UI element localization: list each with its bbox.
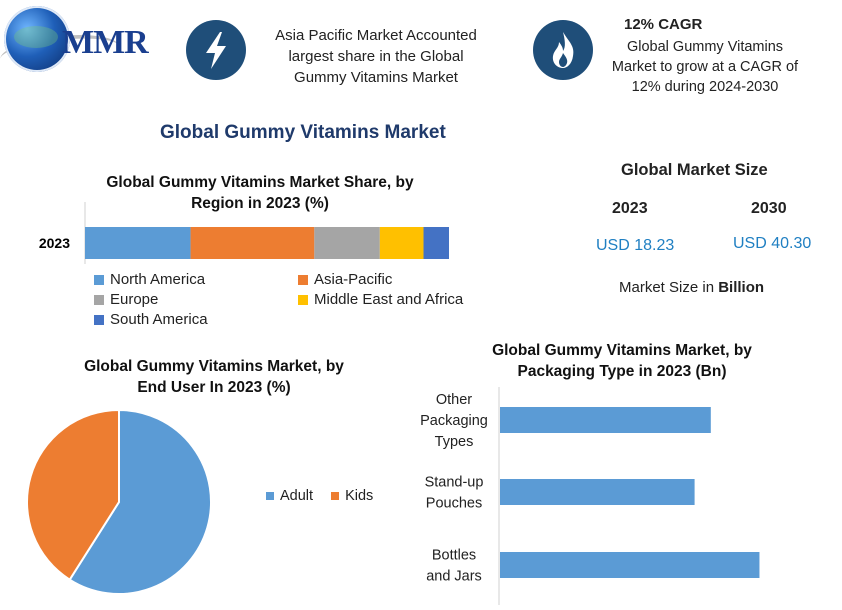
legend-swatch <box>298 274 308 285</box>
legend-item-asia-pacific: Asia-Pacific <box>298 271 498 288</box>
packaging-bar-0 <box>500 407 711 433</box>
legend-label: Kids <box>345 488 374 504</box>
legend-item-north-america: North America <box>94 271 298 288</box>
legend-label: South America <box>110 311 208 328</box>
legend-swatch <box>331 492 340 500</box>
packaging-category-label: Types <box>435 434 474 450</box>
region-title-line1: Global Gummy Vitamins Market Share, by <box>106 174 414 191</box>
market-size-title: Global Market Size <box>621 161 768 179</box>
pie-legend-adult: Adult <box>266 488 313 504</box>
header-apac-line2: largest share in the Global <box>288 48 464 65</box>
enduser-chart-title: Global Gummy Vitamins Market, by End Use… <box>14 356 414 398</box>
brand-logo: MMR <box>62 24 149 61</box>
legend-item-europe: Europe <box>94 291 298 308</box>
header-apac-line1: Asia Pacific Market Accounted <box>275 27 477 44</box>
pie-slice-kids <box>26 408 120 582</box>
header-cagr-text: Global Gummy Vitamins Market to grow at … <box>600 37 810 97</box>
packaging-title-line2: Packaging Type in 2023 (Bn) <box>517 363 727 380</box>
legend-swatch <box>94 274 104 285</box>
logo-globe-icon <box>4 6 70 72</box>
legend-swatch <box>94 294 104 305</box>
legend-label: North America <box>110 271 206 288</box>
region-stacked-bar-chart: 2023 <box>39 202 449 264</box>
packaging-category-label: Other <box>436 392 472 408</box>
header-cagr-line2: Market to grow at a CAGR of <box>611 59 799 75</box>
region-bar-south-america <box>423 227 449 259</box>
header-apac-line3: Gummy Vitamins Market <box>294 69 458 86</box>
legend-label: Asia-Pacific <box>314 271 393 288</box>
packaging-bar-2 <box>500 552 760 578</box>
region-legend: North America Asia-Pacific Europe Middle Ea… <box>94 271 494 328</box>
packaging-category-label: Packaging <box>420 413 488 429</box>
packaging-category-label: Bottles <box>432 548 476 564</box>
region-title-line2: Region in 2023 (%) <box>191 195 329 212</box>
legend-label: Middle East and Africa <box>314 291 464 308</box>
legend-swatch <box>266 492 274 500</box>
packaging-bar-1 <box>500 479 695 505</box>
packaging-chart-title: Global Gummy Vitamins Market, by Packagi… <box>462 340 782 382</box>
legend-item-middle-east-and-africa: Middle East and Africa <box>298 291 498 308</box>
enduser-pie-chart <box>26 408 212 595</box>
region-bar-europe <box>314 227 380 259</box>
legend-swatch <box>94 314 104 325</box>
flame-badge <box>533 20 593 80</box>
legend-label: Europe <box>110 291 159 308</box>
market-size-value-2023: USD 18.23 <box>596 237 675 254</box>
header-cagr-line1: Global Gummy Vitamins <box>626 39 784 55</box>
region-bar-asia-pacific <box>190 227 315 259</box>
legend-item-south-america: South America <box>94 311 298 328</box>
enduser-legend: Adult Kids <box>266 488 373 504</box>
legend-label: Adult <box>280 488 314 504</box>
region-chart-title: Global Gummy Vitamins Market Share, by R… <box>60 172 460 214</box>
market-size-year-2023: 2023 <box>612 200 648 217</box>
enduser-title-line2: End User In 2023 (%) <box>137 379 291 396</box>
flame-icon <box>552 32 574 68</box>
packaging-category-label: Stand-up <box>425 475 484 491</box>
market-size-value-2030: USD 40.30 <box>733 235 812 252</box>
pie-slice-adult <box>68 408 212 595</box>
packaging-category-label: and Jars <box>426 569 482 585</box>
packaging-bar-chart: Other Packaging Types Stand-up Pouches Bottle… <box>420 387 760 605</box>
lightning-badge <box>186 20 246 80</box>
market-size-note-prefix: Market Size in <box>619 279 719 296</box>
header-cagr-line3: 12% during 2024-2030 <box>631 79 779 95</box>
market-size-note-unit: Billion <box>718 279 765 296</box>
market-size-year-2030: 2030 <box>751 200 787 217</box>
region-bar-middle-east-and-africa <box>379 227 424 259</box>
packaging-category-label: Pouches <box>426 496 482 512</box>
pie-legend-kids: Kids <box>331 488 373 504</box>
enduser-title-line1: Global Gummy Vitamins Market, by <box>84 358 344 375</box>
header-apac-text: Asia Pacific Market Accounted largest sh… <box>258 25 494 88</box>
cagr-title: 12% CAGR <box>624 16 703 33</box>
legend-swatch <box>298 294 308 305</box>
region-category-label: 2023 <box>39 235 70 251</box>
lightning-icon <box>206 32 226 69</box>
page-title: Global Gummy Vitamins Market <box>160 122 446 143</box>
packaging-title-line1: Global Gummy Vitamins Market, by <box>492 342 752 359</box>
market-size-note: Market Size in Billion <box>619 279 764 296</box>
region-bar-north-america <box>85 227 191 259</box>
